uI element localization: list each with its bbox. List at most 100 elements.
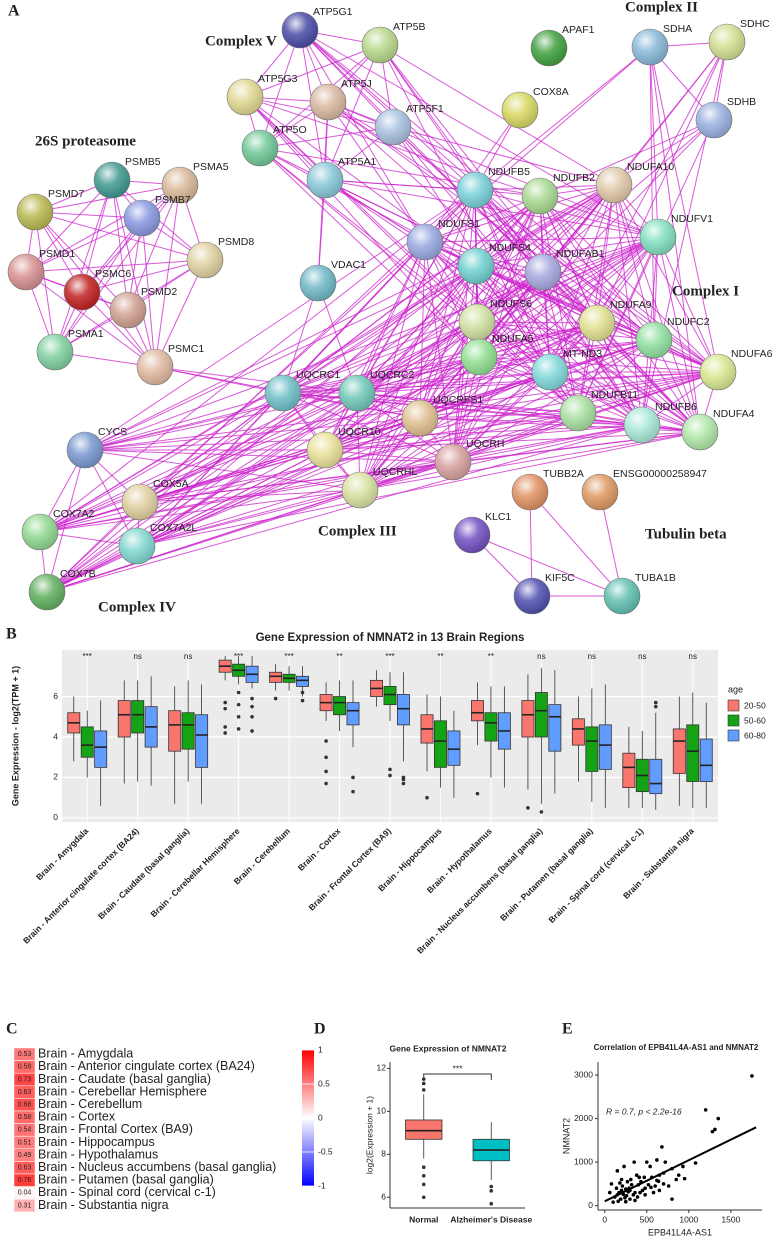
network-edge	[452, 424, 643, 463]
node-label: COX7B	[60, 568, 96, 580]
point	[703, 1108, 708, 1112]
point	[618, 1181, 622, 1185]
point	[643, 1192, 647, 1197]
box	[484, 712, 498, 742]
node-label: COX8A	[533, 86, 569, 98]
point	[676, 1173, 681, 1177]
network-edge	[649, 46, 659, 238]
node-label: VDAC1	[331, 259, 366, 271]
network-edge	[419, 412, 579, 419]
panel-label: D	[314, 1021, 326, 1038]
box	[471, 700, 484, 722]
network-edge	[476, 321, 719, 373]
node-label: NDUFA6	[731, 348, 773, 360]
outlier	[324, 739, 328, 743]
point	[666, 1184, 671, 1188]
network-edge	[46, 371, 719, 593]
node-shine	[242, 130, 278, 166]
point	[623, 1196, 627, 1200]
outlier	[401, 775, 406, 780]
network-edge	[475, 265, 655, 341]
node-shine	[37, 334, 73, 370]
node-shine	[8, 254, 44, 290]
node-label: ENSG00000258947	[613, 468, 707, 480]
box	[333, 696, 346, 716]
node-label: ATP5O	[273, 124, 307, 136]
node-shine	[636, 322, 672, 358]
point	[643, 1186, 647, 1191]
network-edge	[259, 147, 480, 358]
node-shine	[532, 354, 568, 390]
node-label: SDHC	[740, 18, 770, 30]
point	[620, 1184, 625, 1188]
cell-label: 0.73	[18, 1076, 32, 1083]
point	[619, 1188, 624, 1193]
network-edge	[539, 119, 715, 197]
network-edge	[359, 265, 477, 491]
node-label: UQCRC1	[296, 369, 340, 381]
network-edge	[84, 424, 643, 451]
legend-label: 50-60	[744, 715, 766, 725]
node-shine	[110, 292, 146, 328]
node-shine	[94, 162, 130, 198]
cell-label: 0.04	[18, 1190, 32, 1197]
network-edge	[154, 184, 181, 368]
network-edge	[478, 236, 659, 358]
x-axis-label: EPB41L4A-AS1	[648, 1227, 712, 1237]
node-label: UQCRC2	[370, 369, 414, 381]
network-edge	[25, 179, 113, 273]
network-edge	[549, 236, 659, 373]
y-tick-label: 4	[53, 731, 58, 741]
network-edge	[379, 44, 551, 373]
network-edge	[282, 356, 480, 394]
outlier	[223, 700, 227, 705]
outlier	[425, 795, 429, 800]
network-edge	[154, 366, 358, 394]
network-edge	[359, 236, 659, 491]
outlier	[236, 690, 241, 695]
network-edge	[39, 489, 361, 533]
box	[168, 710, 182, 752]
network-edge	[139, 412, 579, 503]
point	[655, 1178, 659, 1183]
network-edge	[379, 44, 615, 186]
point	[660, 1145, 664, 1149]
node-shine	[454, 517, 490, 553]
network-edge	[139, 431, 701, 503]
point	[750, 1074, 754, 1078]
network-edge	[359, 271, 544, 491]
node-label: NDUFA4	[713, 408, 755, 420]
cell-label: 0.58	[18, 1064, 32, 1071]
network-edge	[419, 236, 659, 419]
node-shine	[407, 224, 443, 260]
node-shine	[265, 375, 301, 411]
x-tick-label: Normal	[409, 1214, 438, 1224]
point	[657, 1188, 662, 1193]
x-tick-label: Brain - Caudate (basal ganglia)	[96, 826, 191, 921]
x-tick-label: Brain - Putamen (basal ganglia)	[498, 826, 595, 923]
network-edge	[324, 424, 643, 451]
outlier	[351, 789, 355, 794]
point	[661, 1182, 666, 1186]
network-edge	[392, 126, 643, 426]
node-shine	[624, 407, 660, 443]
network-edge	[475, 119, 715, 267]
chart-title: Gene Expression of NMNAT2	[390, 1043, 507, 1053]
node-label: KIF5C	[545, 572, 575, 584]
node-label: UQCR10	[338, 426, 381, 438]
network-edge	[356, 236, 659, 394]
network-edge	[379, 44, 544, 273]
point	[609, 1182, 614, 1186]
node-shine	[604, 578, 640, 614]
colorbar-tick-label: 1	[318, 1044, 323, 1054]
node-label: PSMC1	[168, 343, 204, 355]
network-edge	[542, 236, 659, 273]
row-label: Brain - Spinal cord (cervical c-1)	[38, 1185, 216, 1199]
cell-label: 0.58	[18, 1114, 32, 1121]
network-edge	[324, 412, 579, 451]
point	[710, 1129, 715, 1134]
x-tick-label: 0	[602, 1214, 607, 1224]
network-edge	[136, 321, 478, 547]
network-edge	[471, 534, 623, 597]
y-tick-label: 2	[53, 772, 58, 782]
